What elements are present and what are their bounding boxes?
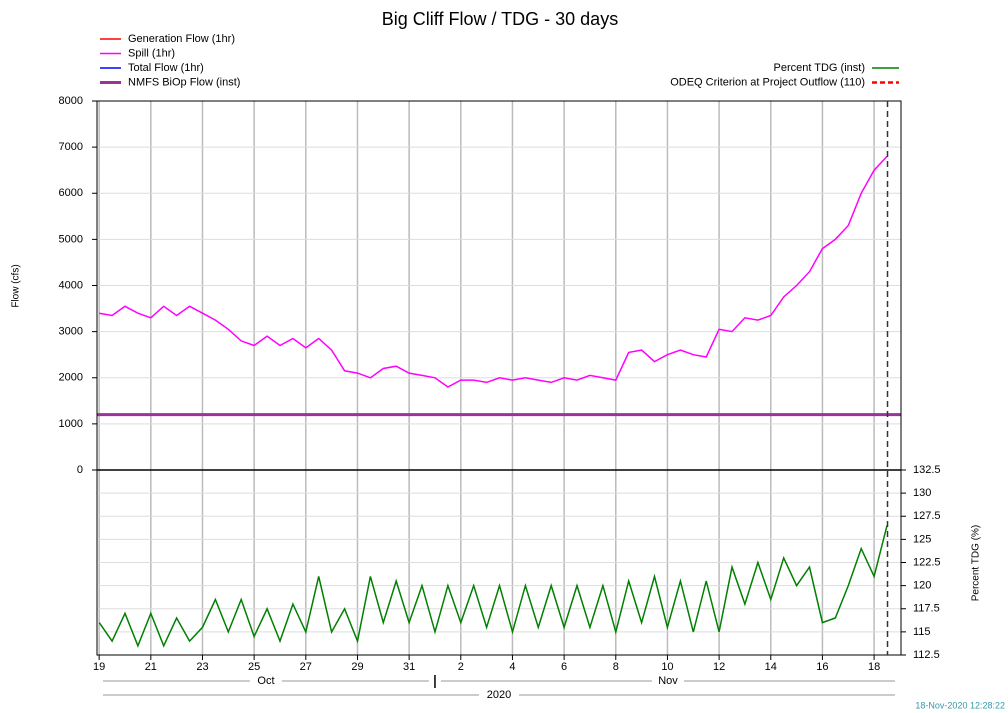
y2-tick-label: 112.5: [913, 649, 940, 661]
legend-label: ODEQ Criterion at Project Outflow (110): [670, 76, 865, 88]
series-line: [98, 525, 888, 648]
legend-label: Spill (1hr): [128, 47, 175, 59]
y-tick-label: 3000: [59, 326, 83, 338]
x-tick-label: 2: [458, 661, 464, 673]
month-label: Nov: [658, 675, 678, 687]
year-label: 2020: [487, 689, 511, 701]
y2-tick-label: 125: [913, 533, 931, 545]
y-tick-label: 0: [77, 464, 83, 476]
x-tick-label: 29: [351, 661, 363, 673]
legend-label: Total Flow (1hr): [128, 62, 204, 74]
y-tick-label: 4000: [59, 279, 83, 291]
month-label: Oct: [257, 675, 274, 687]
plot-frame: [96, 100, 902, 656]
legend-label: Percent TDG (inst): [774, 62, 866, 74]
x-tick-label: 10: [661, 661, 673, 673]
y2-tick-label: 127.5: [913, 510, 941, 522]
x-tick-label: 4: [509, 661, 515, 673]
y2-tick-label: 130: [913, 487, 931, 499]
y2-axis-label: Percent TDG (%): [971, 525, 982, 602]
y-tick-label: 5000: [59, 233, 83, 245]
legend-label: NMFS BiOp Flow (inst): [128, 76, 240, 88]
x-tick-label: 8: [613, 661, 619, 673]
x-tick-label: 14: [765, 661, 777, 673]
x-tick-label: 18: [868, 661, 880, 673]
y-tick-label: 1000: [59, 418, 83, 430]
x-tick-label: 31: [403, 661, 415, 673]
y-tick-label: 6000: [59, 187, 83, 199]
y-tick-label: 8000: [59, 95, 83, 107]
y2-tick-label: 115: [913, 626, 931, 638]
y2-tick-label: 122.5: [913, 556, 941, 568]
x-tick-label: 21: [145, 661, 157, 673]
series-line: [99, 155, 888, 388]
x-tick-label: 27: [300, 661, 312, 673]
x-tick-label: 23: [196, 661, 208, 673]
chart-title: Big Cliff Flow / TDG - 30 days: [382, 9, 618, 29]
y2-tick-label: 117.5: [913, 603, 940, 615]
y-axis-label: Flow (cfs): [11, 264, 22, 307]
x-tick-label: 6: [561, 661, 567, 673]
x-tick-label: 16: [816, 661, 828, 673]
x-tick-label: 25: [248, 661, 260, 673]
x-tick-label: 19: [93, 661, 105, 673]
legend-label: Generation Flow (1hr): [128, 33, 235, 45]
x-tick-label: 12: [713, 661, 725, 673]
timestamp: 18-Nov-2020 12:28:22: [915, 700, 1005, 710]
y2-tick-label: 132.5: [913, 464, 941, 476]
y-tick-label: 2000: [59, 372, 83, 384]
y2-tick-label: 120: [913, 580, 931, 592]
y-tick-label: 7000: [59, 141, 83, 153]
